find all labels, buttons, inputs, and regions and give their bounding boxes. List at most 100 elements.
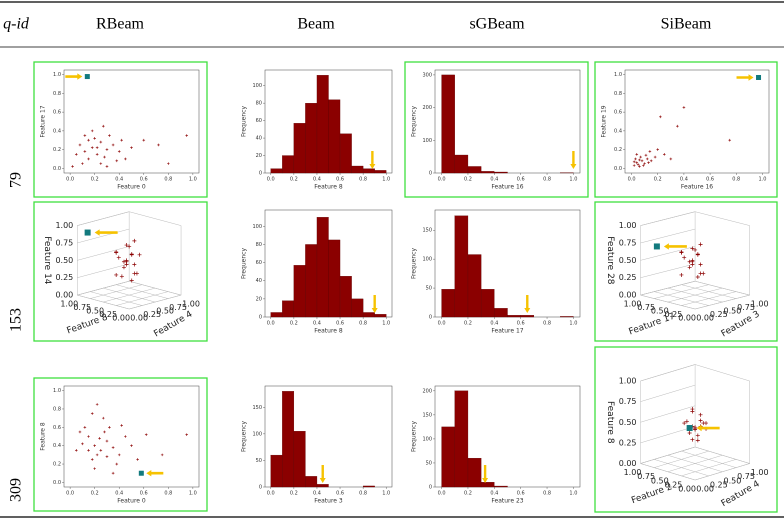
y-tick-label: 150 xyxy=(422,228,432,234)
z-axis-label: Feature 14 xyxy=(42,236,52,285)
point xyxy=(129,278,134,283)
highlight-frame xyxy=(594,61,778,198)
y-tick-label: 0.75 xyxy=(737,303,755,312)
histogram-bar xyxy=(494,308,508,318)
point xyxy=(638,158,641,162)
y-tick-label: 1.0 xyxy=(53,388,61,394)
query-arrow xyxy=(319,465,326,483)
y-tick-label: 0.50 xyxy=(156,307,174,316)
point xyxy=(83,150,87,153)
point xyxy=(687,265,692,270)
point xyxy=(108,426,111,429)
y-axis-label: Feature 8 xyxy=(40,422,47,451)
point xyxy=(81,162,84,165)
row-label: 153 xyxy=(8,308,25,332)
y-axis-label: Feature 19 xyxy=(601,105,608,137)
query-point xyxy=(653,243,660,250)
y-axis-label: Feature 17 xyxy=(40,105,47,137)
grid-line xyxy=(640,405,696,423)
x-tick-label: 0.8 xyxy=(732,177,740,183)
query-arrow xyxy=(146,470,164,477)
point xyxy=(690,246,695,251)
y-tick-label: 0.6 xyxy=(53,110,61,116)
point xyxy=(90,412,94,415)
x-tick-label: 1.0 xyxy=(569,177,577,183)
point xyxy=(120,424,123,427)
x-tick-label: 0.00 xyxy=(678,485,696,494)
z-tick-label: 0.25 xyxy=(619,273,637,282)
point xyxy=(636,163,640,166)
point xyxy=(90,129,94,133)
point xyxy=(690,437,695,442)
point xyxy=(701,271,706,276)
box-edge xyxy=(695,211,750,226)
x-tick-label: 0.0 xyxy=(66,177,74,183)
x-tick-label: 0.4 xyxy=(115,177,123,183)
y-tick-label: 0.2 xyxy=(614,147,622,153)
point xyxy=(638,165,641,168)
x-tick-label: 0.4 xyxy=(680,177,688,183)
point xyxy=(87,157,90,161)
grid-line xyxy=(77,263,130,278)
y-tick-label: 0.6 xyxy=(614,110,622,116)
x-axis-label: Feature 8 xyxy=(66,312,110,336)
grid-line xyxy=(77,246,130,261)
y-tick-label: 0.2 xyxy=(53,147,61,153)
highlight-frame xyxy=(33,201,208,342)
histogram-bar xyxy=(560,316,574,318)
highlight-frame xyxy=(33,61,208,198)
x-tick-label: 1.00 xyxy=(624,300,642,309)
histogram-bar xyxy=(467,166,482,174)
histogram-bar xyxy=(362,312,375,318)
y-tick-label: 0.8 xyxy=(53,91,61,97)
histogram-bar xyxy=(339,276,352,318)
point xyxy=(87,138,90,142)
highlight-frame xyxy=(33,377,208,512)
x-axis-label: Feature 8 xyxy=(314,184,343,191)
x-tick-label: 0.50 xyxy=(86,307,104,316)
y-tick-label: 0 xyxy=(429,171,432,177)
point xyxy=(644,153,648,157)
point xyxy=(682,421,687,426)
query-arrow xyxy=(482,465,489,483)
y-tick-label: 100 xyxy=(252,83,262,89)
point xyxy=(144,433,148,436)
z-tick-label: 1.00 xyxy=(55,221,73,230)
y-tick-label: 60 xyxy=(256,118,262,124)
y-tick-label: 150 xyxy=(422,412,432,418)
histogram-bar xyxy=(467,457,482,488)
y-axis-label: Frequency xyxy=(241,106,248,137)
point xyxy=(111,143,115,147)
point xyxy=(662,152,666,156)
x-tick-label: 1.00 xyxy=(60,300,78,309)
histogram-bar xyxy=(494,171,508,174)
point xyxy=(142,138,146,142)
z-tick-label: 0.00 xyxy=(619,291,637,300)
histogram-bar xyxy=(374,170,387,174)
histogram-bar xyxy=(520,315,535,318)
point xyxy=(74,152,78,156)
y-axis-label: Frequency xyxy=(411,421,418,452)
x-tick-label: 1.0 xyxy=(569,321,577,327)
y-tick-label: 300 xyxy=(422,72,432,78)
point xyxy=(117,453,121,457)
highlight-frame xyxy=(594,346,778,513)
grid-line xyxy=(90,284,143,299)
y-tick-label: 0 xyxy=(259,171,262,177)
y-tick-label: 0 xyxy=(429,315,432,321)
y-tick-label: 0.75 xyxy=(737,472,755,481)
query-arrow xyxy=(369,151,376,169)
y-tick-label: 20 xyxy=(256,153,262,159)
y-tick-label: 100 xyxy=(422,436,432,442)
x-tick-label: 1.0 xyxy=(382,321,390,327)
z-tick-label: 0.50 xyxy=(55,256,73,265)
x-tick-label: 0.50 xyxy=(651,307,669,316)
x-tick-label: 0.6 xyxy=(336,321,344,327)
histogram-bar xyxy=(467,254,482,318)
histogram-bar xyxy=(362,485,375,488)
y-tick-label: 100 xyxy=(252,224,262,230)
grid-line xyxy=(640,426,696,444)
grid-line xyxy=(640,228,696,244)
y-tick-label: 0.8 xyxy=(53,406,61,412)
x-tick-label: 0.50 xyxy=(651,476,669,485)
